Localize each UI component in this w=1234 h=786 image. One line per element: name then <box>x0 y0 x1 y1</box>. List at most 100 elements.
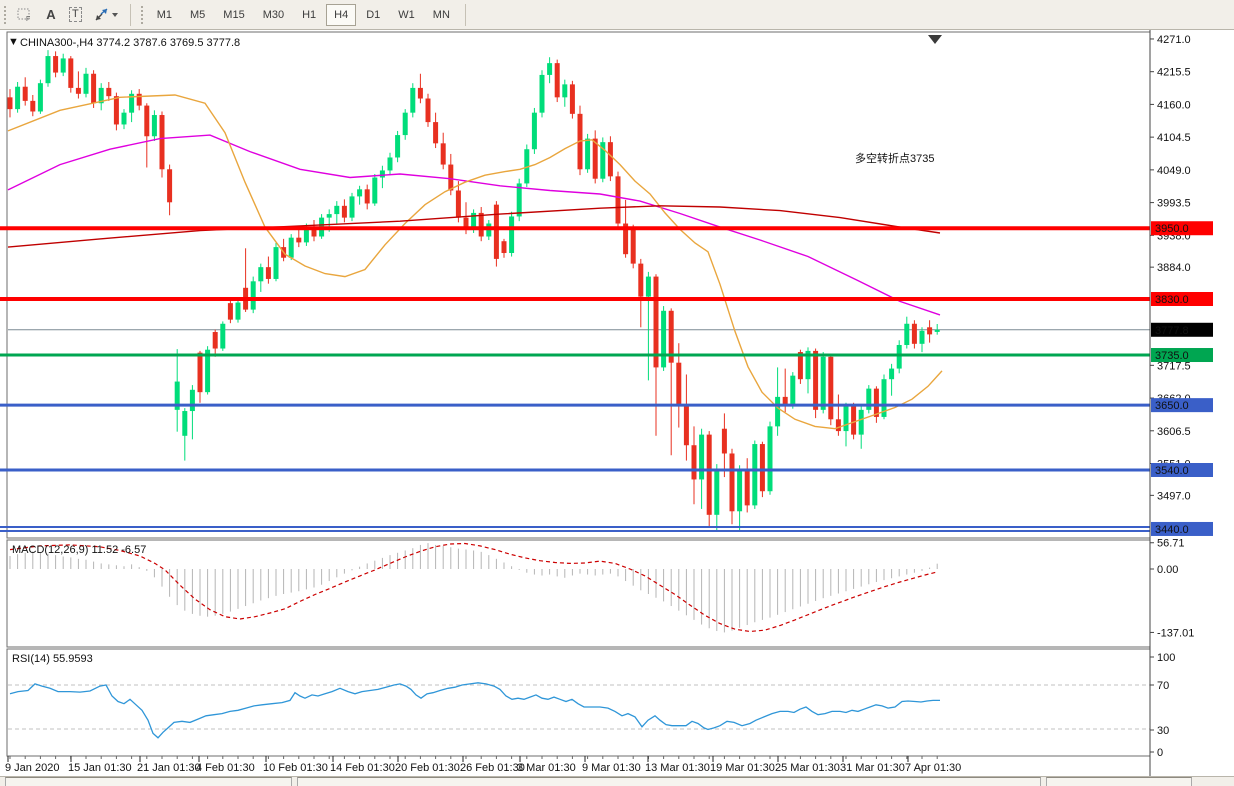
cursor-mode-button[interactable] <box>89 4 123 26</box>
time-axis-label: 19 Mar 01:30 <box>710 762 775 774</box>
time-axis-label: 15 Jan 01:30 <box>68 762 132 774</box>
toolbar-grip[interactable] <box>3 4 8 25</box>
status-cell <box>5 777 292 786</box>
rsi-line <box>9 682 940 739</box>
candle-body <box>759 444 765 492</box>
macd-panel: MACD(12,26,9) 11.52 -6.57 <box>9 542 938 633</box>
candle-body <box>607 142 613 177</box>
timeframe-button-h1[interactable]: H1 <box>294 4 324 26</box>
candle-body <box>75 87 81 94</box>
candle-body <box>676 362 682 406</box>
candle-body <box>866 388 872 410</box>
candle-body <box>395 135 401 158</box>
candle-body <box>45 56 51 84</box>
candle-body <box>630 229 636 264</box>
price-chart-canvas[interactable]: ▼ CHINA300-,H4 3774.2 3787.6 3769.5 3777.… <box>0 30 1234 776</box>
candle-body <box>767 426 773 492</box>
templates-grid-icon[interactable]: F <box>12 4 38 26</box>
candle-body <box>311 227 317 237</box>
chart-title: CHINA300-,H4 3774.2 3787.6 3769.5 3777.8 <box>20 37 240 49</box>
price-badge-label: 3830.0 <box>1155 294 1189 306</box>
candle-body <box>83 73 89 94</box>
candle-body <box>410 87 416 113</box>
annotation-text[interactable]: 多空转折点3735 <box>855 151 934 165</box>
candle-body <box>205 349 211 393</box>
candle-body <box>493 204 499 259</box>
axis-tick-label: 3606.5 <box>1157 426 1191 438</box>
candle-body <box>349 196 355 218</box>
timeframe-button-m15[interactable]: M15 <box>215 4 252 26</box>
toolbar-separator <box>129 3 131 26</box>
candle-body <box>668 310 674 363</box>
axis-tick-label: 3717.5 <box>1157 360 1191 372</box>
time-axis-label: 21 Jan 01:30 <box>137 762 201 774</box>
candle-body <box>775 396 781 427</box>
candle-body <box>843 406 849 432</box>
candle-body <box>820 356 826 410</box>
candle-body <box>585 138 591 170</box>
macd-panel-frame <box>6 539 1151 648</box>
candle-body <box>227 303 233 320</box>
chart-shift-marker-icon[interactable] <box>928 35 942 44</box>
timeframe-button-mn[interactable]: MN <box>425 4 458 26</box>
candle-body <box>569 84 575 114</box>
timeframe-button-d1[interactable]: D1 <box>358 4 388 26</box>
price-badge-3830.0 <box>1151 292 1213 306</box>
time-axis-label: 20 Feb 01:30 <box>395 762 460 774</box>
candle-body <box>782 396 788 406</box>
dotted-grid-icon: F <box>17 8 30 22</box>
rsi-tick-label: 100 <box>1157 652 1175 664</box>
candle-body <box>547 63 553 75</box>
candle-body <box>30 100 36 112</box>
candle-body <box>927 327 933 335</box>
candle-body <box>813 350 819 410</box>
time-axis[interactable]: 9 Jan 2020 15 Jan 01:30 21 Jan 01:304 Feb … <box>5 756 961 774</box>
candle-body <box>402 112 408 136</box>
candle-body <box>737 468 743 512</box>
timeframe-button-m1[interactable]: M1 <box>149 4 180 26</box>
svg-text:F: F <box>26 16 30 22</box>
candle-body <box>220 323 226 349</box>
price-axis[interactable]: 4271.04215.54160.04104.54049.03993.53938… <box>1149 30 1213 776</box>
text-label-button[interactable]: A <box>40 4 62 26</box>
time-axis-label: 13 Mar 01:30 <box>645 762 710 774</box>
time-axis-label: 25 Mar 01:30 <box>775 762 840 774</box>
price-badge-label: 3440.0 <box>1155 524 1189 536</box>
candle-body <box>516 183 522 217</box>
candle-body <box>425 98 431 123</box>
candle-body <box>881 379 887 417</box>
axis-tick-label: 4215.5 <box>1157 67 1191 79</box>
candle-body <box>250 281 256 310</box>
candle-body <box>37 83 43 112</box>
chart-title-dropdown-icon[interactable]: ▼ <box>8 36 19 48</box>
candle-body <box>372 177 378 204</box>
candle-body <box>873 388 879 417</box>
axis-tick-label: 4104.5 <box>1157 132 1191 144</box>
toolbar-grip[interactable] <box>139 4 145 25</box>
chevron-down-icon <box>111 12 118 17</box>
candle-body <box>167 169 173 203</box>
timeframe-button-h4[interactable]: H4 <box>326 3 357 26</box>
candle-body <box>661 310 667 368</box>
timeframe-button-m5[interactable]: M5 <box>182 4 213 26</box>
timeframe-button-m30[interactable]: M30 <box>255 4 292 26</box>
candle-body <box>539 74 545 113</box>
candle-body <box>653 276 659 368</box>
timeframe-button-w1[interactable]: W1 <box>390 4 423 26</box>
price-badge-3540.0 <box>1151 463 1213 478</box>
candle-body <box>904 323 910 345</box>
axis-tick-label: 4160.0 <box>1157 99 1191 111</box>
candle-body <box>790 375 796 406</box>
axis-tick-label: 3497.0 <box>1157 490 1191 502</box>
candle-body <box>752 444 758 506</box>
candle-body <box>334 205 340 215</box>
candle-body <box>683 405 689 446</box>
candle-body <box>364 189 370 204</box>
macd-label: MACD(12,26,9) 11.52 -6.57 <box>12 544 146 556</box>
candle-body <box>417 87 423 99</box>
candle-body <box>326 214 332 218</box>
text-box-button[interactable]: T <box>64 4 87 26</box>
ma-orange <box>7 94 943 430</box>
candle-body <box>471 212 477 230</box>
